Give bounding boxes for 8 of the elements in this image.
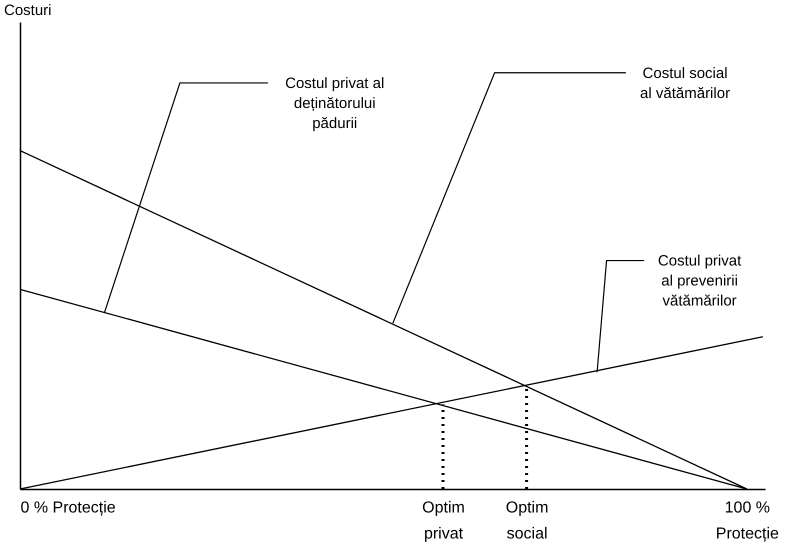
x-tick-label: 0 % Protecție	[20, 500, 116, 516]
annotation: Costul social al vătămărilor	[640, 64, 730, 102]
text: Costuri	[4, 2, 52, 19]
x-tick-label: 100 % Protecție	[716, 500, 779, 542]
annotation: Costul privat al prevenirii vătămărilor	[658, 252, 742, 310]
x-tick-label: Optim privat	[422, 500, 465, 542]
x-tick-label: Optim social	[506, 500, 548, 542]
annotation: Costul privat al deținătorului pădurii	[285, 74, 384, 132]
